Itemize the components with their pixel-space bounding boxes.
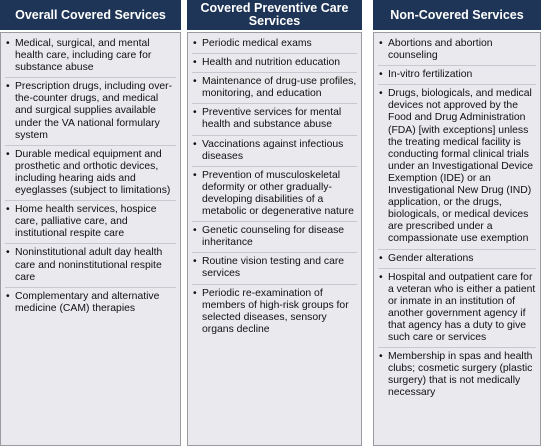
bullet-item: Vaccinations against infectious diseases [192, 136, 357, 167]
item-list: Medical, surgical, and mental health car… [5, 35, 176, 318]
column-body: Medical, surgical, and mental health car… [0, 32, 181, 446]
bullet-item: Drugs, biologicals, and medical devices … [378, 85, 536, 250]
bullet-item: Health and nutrition education [192, 54, 357, 74]
bullet-item: Home health services, hospice care, pall… [5, 201, 176, 245]
column-header: Covered Preventive Care Services [187, 0, 362, 30]
bullet-item: Complementary and alternative medicine (… [5, 288, 176, 318]
column: Non-Covered Services Abortions and abort… [373, 0, 541, 446]
bullet-item: Genetic counseling for disease inheritan… [192, 222, 357, 254]
bullet-item: In-vitro fertilization [378, 66, 536, 86]
column-body: Periodic medical examsHealth and nutriti… [187, 32, 362, 446]
item-list: Periodic medical examsHealth and nutriti… [192, 35, 357, 339]
column-header: Overall Covered Services [0, 0, 181, 30]
bullet-item: Periodic re-examination of members of hi… [192, 285, 357, 339]
item-list: Abortions and abortion counselingIn-vitr… [378, 35, 536, 403]
bullet-item: Membership in spas and health clubs; cos… [378, 348, 536, 402]
column-body: Abortions and abortion counselingIn-vitr… [373, 32, 541, 446]
bullet-item: Abortions and abortion counseling [378, 35, 536, 67]
bullet-item: Noninstitutional adult day health care a… [5, 244, 176, 288]
bullet-item: Periodic medical exams [192, 35, 357, 55]
bullet-item: Routine vision testing and care services [192, 253, 357, 285]
bullet-item: Prescription drugs, including over-the-c… [5, 78, 176, 146]
bullet-item: Gender alterations [378, 250, 536, 269]
column: Overall Covered Services Medical, surgic… [0, 0, 181, 446]
bullet-item: Durable medical equipment and prosthetic… [5, 146, 176, 202]
column: Covered Preventive Care Services Periodi… [187, 0, 362, 446]
column-header: Non-Covered Services [373, 0, 541, 30]
bullet-item: Maintenance of drug-use profiles, monito… [192, 73, 357, 105]
bullet-item: Medical, surgical, and mental health car… [5, 35, 176, 79]
bullet-item: Preventive services for mental health an… [192, 104, 357, 136]
bullet-item: Prevention of musculoskeletal deformity … [192, 167, 357, 223]
bullet-item: Hospital and outpatient care for a veter… [378, 269, 536, 349]
